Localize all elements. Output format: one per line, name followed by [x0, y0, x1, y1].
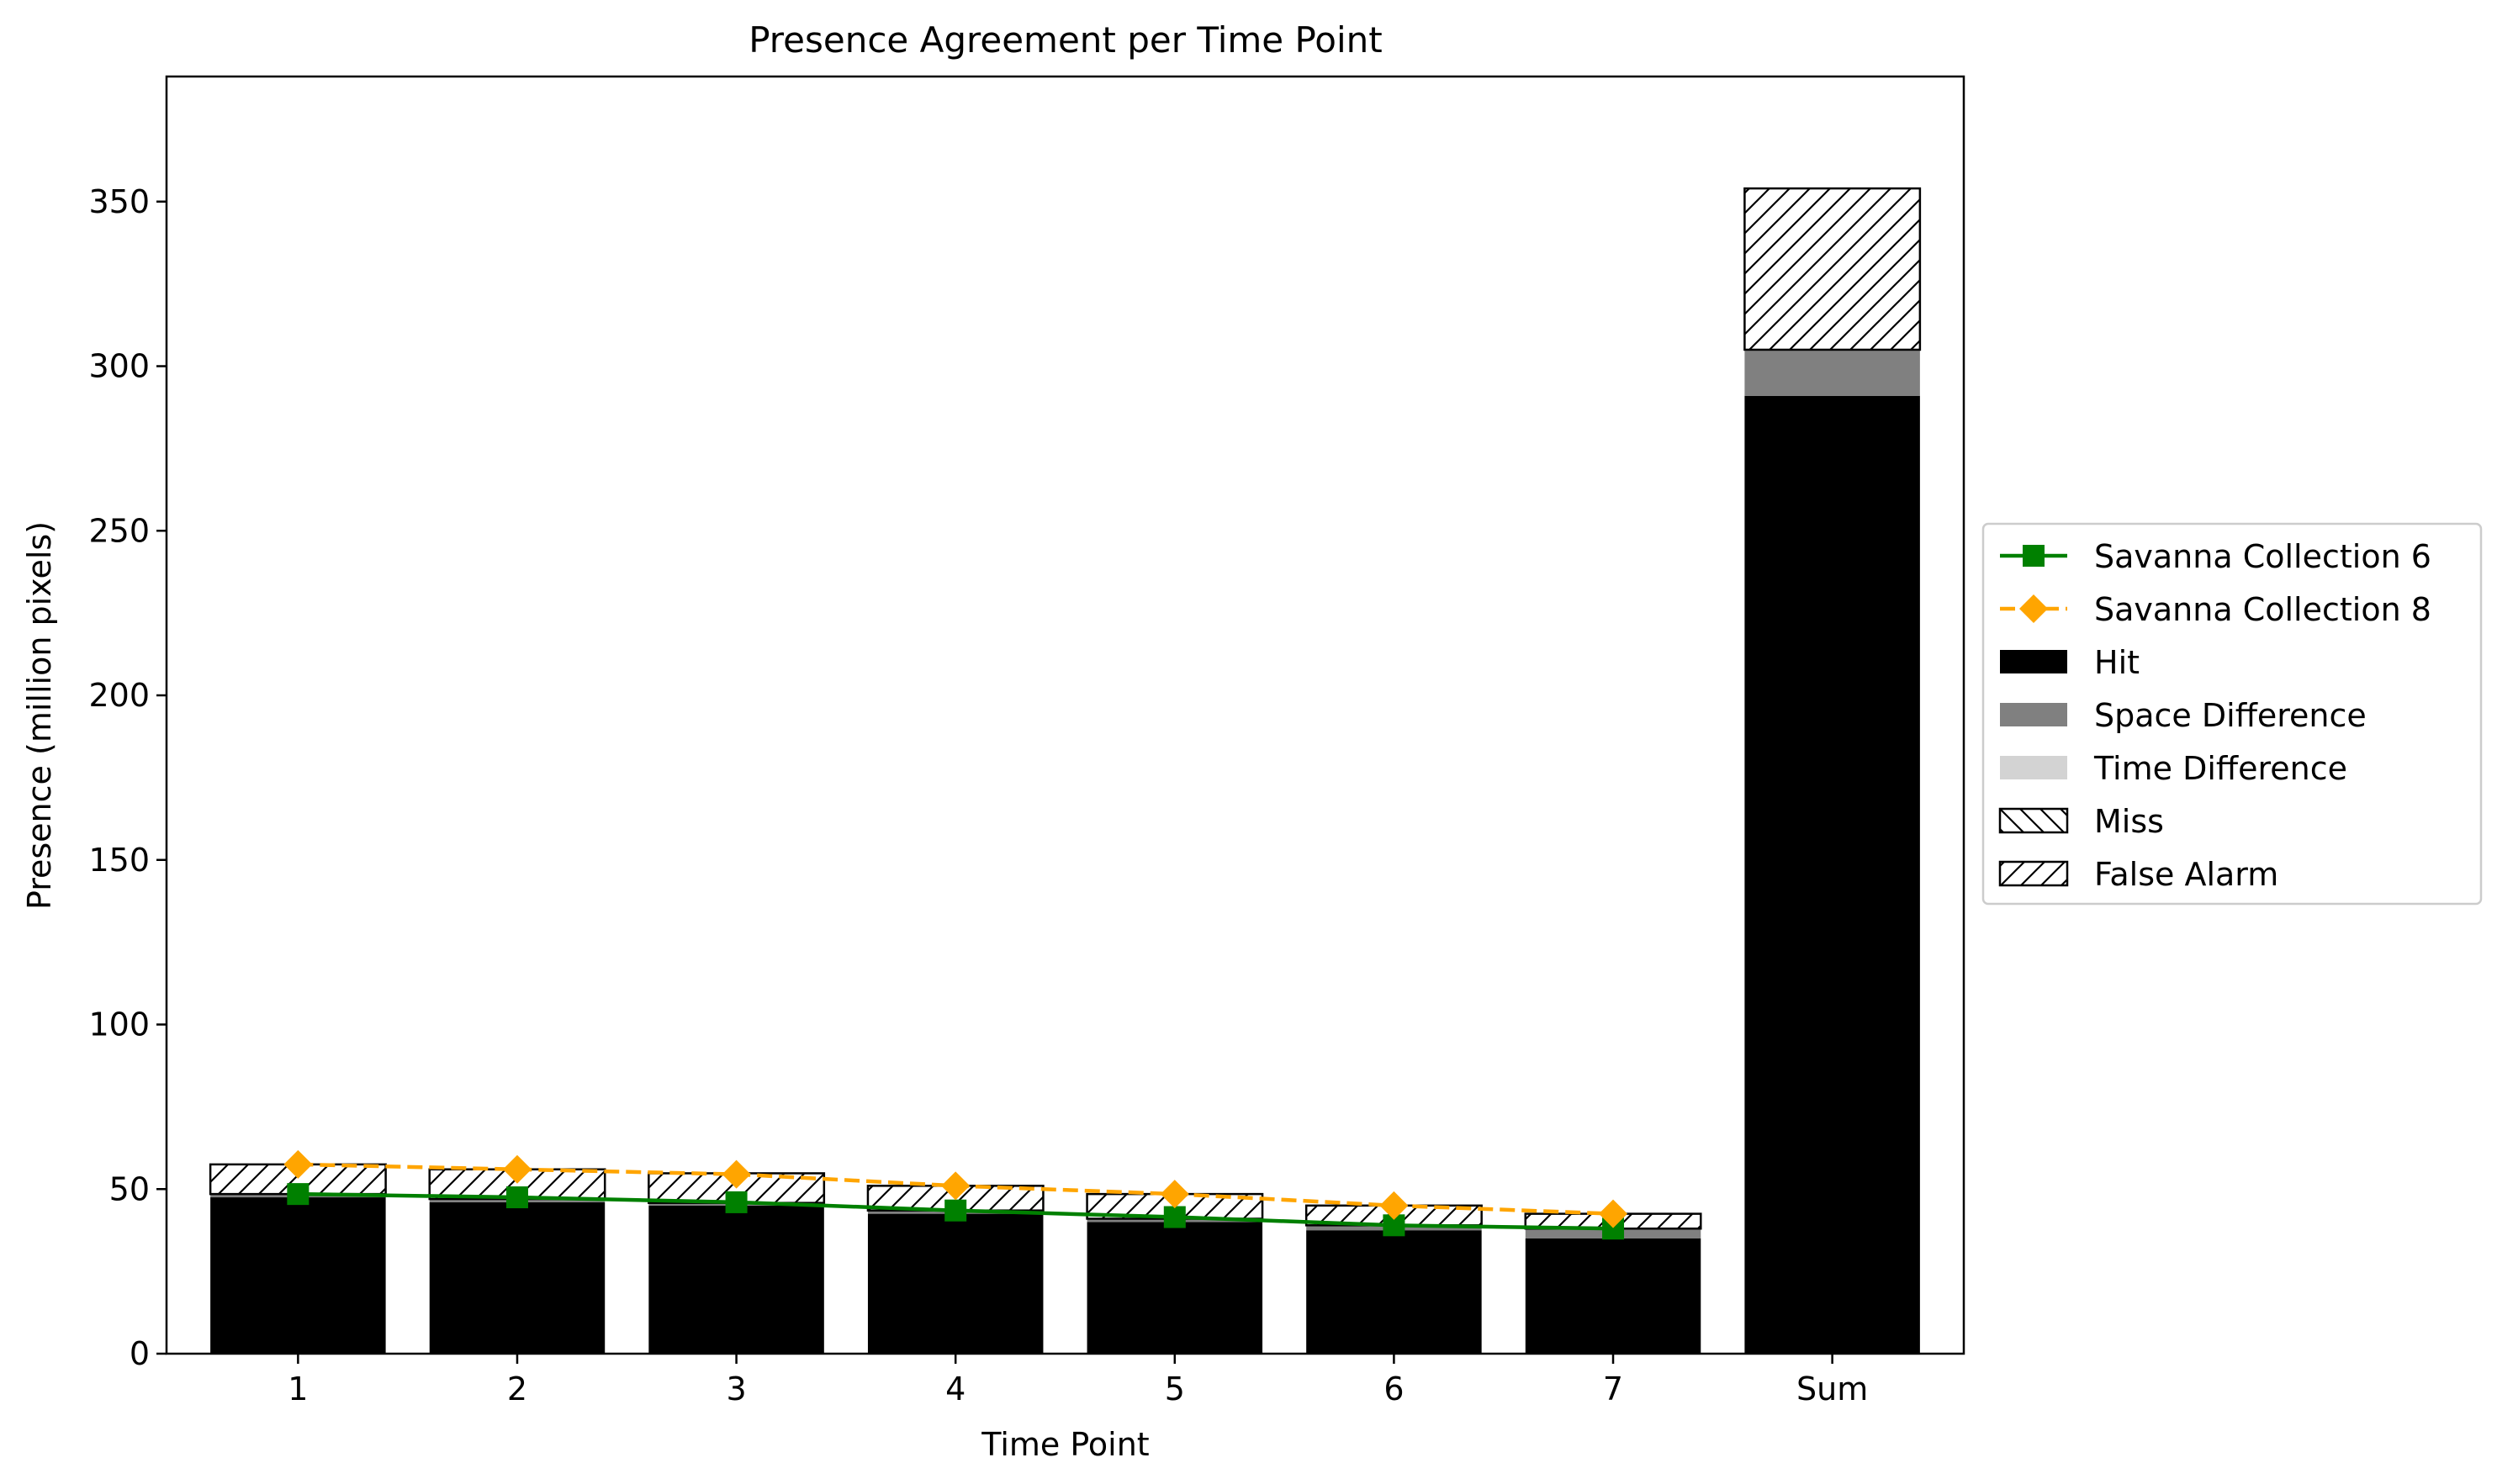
x-tick-label: 2: [507, 1370, 527, 1407]
y-axis-label: Presence (million pixels): [21, 521, 58, 910]
y-tick-label: 0: [130, 1335, 150, 1372]
bar-hit-3: [648, 1205, 824, 1354]
x-tick-label: 3: [726, 1370, 746, 1407]
marker-savanna-collection-6-2: [505, 1186, 528, 1209]
bars-layer: [209, 187, 1922, 1354]
x-tick-label: 5: [1165, 1370, 1185, 1407]
marker-savanna-collection-8-3: [722, 1159, 751, 1189]
marker-savanna-collection-6-1: [287, 1183, 309, 1206]
legend: Savanna Collection 6 Savanna Collection 8…: [1981, 522, 2483, 906]
legend-marker-savanna-collection-6: [2023, 545, 2045, 567]
bar-hit-5: [1087, 1222, 1263, 1354]
marker-savanna-collection-6-3: [725, 1191, 748, 1213]
plot-frame: [165, 75, 1965, 1355]
x-tick-label: 7: [1603, 1370, 1623, 1407]
marker-savanna-collection-8-2: [502, 1154, 532, 1184]
y-tick-label: 50: [109, 1170, 150, 1207]
chart-title: Presence Agreement per Time Point: [749, 19, 1383, 61]
bar-hit-sum: [1744, 395, 1920, 1354]
bar-hit-6: [1306, 1230, 1482, 1354]
legend-swatch-miss: [1998, 807, 2069, 834]
y-tick-label: 250: [88, 512, 150, 549]
legend-label-space-difference: Space Difference: [2094, 697, 2367, 734]
legend-label-savanna-collection-8: Savanna Collection 8: [2094, 591, 2431, 628]
bar-false-alarm-sum: [1743, 187, 1922, 351]
x-tick-label: Sum: [1796, 1370, 1868, 1407]
bar-space-difference-sum: [1744, 349, 1920, 396]
x-axis-label: Time Point: [981, 1426, 1149, 1463]
marker-savanna-collection-8-6: [1379, 1191, 1409, 1220]
marker-savanna-collection-8-1: [283, 1149, 313, 1179]
y-tick-label: 200: [88, 677, 150, 714]
y-tick-label: 350: [88, 183, 150, 220]
legend-label-miss: Miss: [2094, 803, 2164, 840]
axis-layer: 0 50 100 150 200 250 300 350 1 2 3 4 5 6 7 Sum: [88, 183, 1868, 1407]
y-tick-label: 300: [88, 348, 150, 385]
bar-hit-1: [210, 1197, 386, 1354]
bar-hit-2: [429, 1201, 606, 1354]
marker-savanna-collection-8-4: [941, 1171, 971, 1201]
legend-frame: [1981, 522, 2483, 906]
x-tick-label: 6: [1383, 1370, 1404, 1407]
legend-label-false-alarm: False Alarm: [2094, 856, 2278, 893]
x-tick-label: 1: [288, 1370, 308, 1407]
marker-savanna-collection-6-5: [1163, 1206, 1186, 1228]
y-tick-label: 150: [88, 842, 150, 879]
legend-swatch-false-alarm: [1998, 860, 2069, 887]
legend-label-hit: Hit: [2094, 644, 2140, 681]
legend-swatch-time-difference: [2000, 756, 2067, 779]
bar-hit-7: [1525, 1238, 1701, 1354]
legend-swatch-hit: [2000, 650, 2067, 673]
legend-marker-savanna-collection-8: [2019, 594, 2048, 623]
x-tick-label: 4: [945, 1370, 965, 1407]
marker-savanna-collection-8-7: [1599, 1199, 1628, 1228]
plot-area: [167, 77, 1964, 1354]
legend-swatch-space-difference: [2000, 703, 2067, 726]
legend-label-savanna-collection-6: Savanna Collection 6: [2094, 538, 2431, 575]
lines-layer: [283, 1149, 1628, 1240]
marker-savanna-collection-6-4: [944, 1199, 967, 1222]
legend-items: Savanna Collection 6 Savanna Collection 8…: [1998, 538, 2431, 893]
bar-hit-4: [867, 1213, 1044, 1354]
y-tick-label: 100: [88, 1006, 150, 1043]
legend-label-time-difference: Time Difference: [2093, 750, 2347, 787]
marker-savanna-collection-8-5: [1160, 1180, 1189, 1209]
